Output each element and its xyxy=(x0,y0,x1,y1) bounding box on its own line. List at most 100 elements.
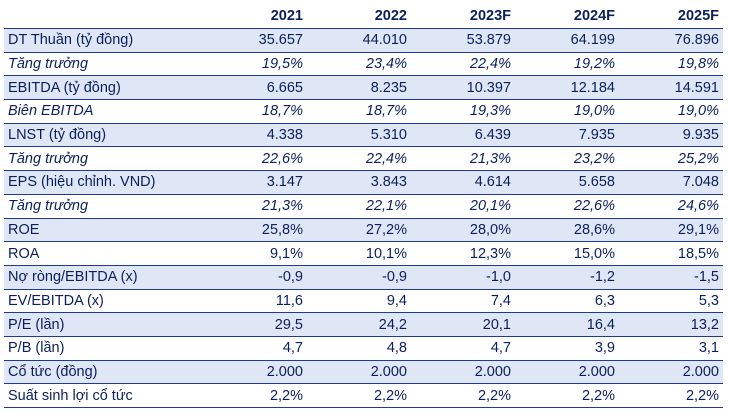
table-row: Tăng trưởng 22,6% 22,4% 21,3% 23,2% 25,2% xyxy=(4,146,723,172)
value-cell: 2.000 xyxy=(307,360,411,385)
value-cell: 7.935 xyxy=(515,123,619,148)
table-row: Nợ ròng/EBITDA (x) -0,9 -0,9 -1,0 -1,2 -1,5 xyxy=(4,265,723,290)
value-cell: 4,7 xyxy=(411,336,515,361)
value-cell: 9.935 xyxy=(619,123,723,148)
value-cell: 15,0% xyxy=(515,241,619,266)
value-cell: 27,2% xyxy=(307,218,411,243)
value-cell: 2,2% xyxy=(229,383,307,408)
value-cell: 21,3% xyxy=(229,194,307,219)
value-cell: 3,1 xyxy=(619,336,723,361)
value-cell: 19,8% xyxy=(619,52,723,77)
row-label: Tăng trưởng xyxy=(4,52,229,77)
value-cell: 2.000 xyxy=(619,360,723,385)
row-label: EPS (hiệu chỉnh. VND) xyxy=(4,170,229,195)
value-cell: 5.310 xyxy=(307,123,411,148)
value-cell: 4,7 xyxy=(229,336,307,361)
value-cell: 25,2% xyxy=(619,146,723,172)
value-cell: 18,7% xyxy=(229,99,307,124)
value-cell: 19,0% xyxy=(515,99,619,124)
value-cell: 4,8 xyxy=(307,336,411,361)
row-label: EV/EBITDA (x) xyxy=(4,289,229,314)
table-row: P/B (lần) 4,7 4,8 4,7 3,9 3,1 xyxy=(4,336,723,361)
value-cell: -1,0 xyxy=(411,265,515,290)
table-row: EPS (hiệu chỉnh. VND) 3.147 3.843 4.614 5.65… xyxy=(4,170,723,195)
value-cell: 10,1% xyxy=(307,241,411,266)
value-cell: -1,5 xyxy=(619,265,723,290)
value-cell: 9,4 xyxy=(307,289,411,314)
value-cell: 3,9 xyxy=(515,336,619,361)
value-cell: 2.000 xyxy=(411,360,515,385)
value-cell: 25,8% xyxy=(229,218,307,243)
value-cell: 16,4 xyxy=(515,312,619,337)
value-cell: 7.048 xyxy=(619,170,723,195)
value-cell: 5.658 xyxy=(515,170,619,195)
row-label: Nợ ròng/EBITDA (x) xyxy=(4,265,229,290)
value-cell: 64.199 xyxy=(515,28,619,53)
value-cell: 8.235 xyxy=(307,75,411,101)
value-cell: 6.439 xyxy=(411,123,515,148)
value-cell: 4.614 xyxy=(411,170,515,195)
row-label: ROE xyxy=(4,218,229,243)
value-cell: 22,4% xyxy=(307,146,411,172)
value-cell: 14.591 xyxy=(619,75,723,101)
value-cell: 22,6% xyxy=(515,194,619,219)
value-cell: -1,2 xyxy=(515,265,619,290)
value-cell: 35.657 xyxy=(229,28,307,53)
financial-forecast-table: 2021 2022 2023F 2024F 2025F DT Thuần (tỷ… xyxy=(4,4,723,408)
value-cell: 29,1% xyxy=(619,218,723,243)
value-cell: 12.184 xyxy=(515,75,619,101)
table-row: Biên EBITDA 18,7% 18,7% 19,3% 19,0% 19,0% xyxy=(4,99,723,124)
table-row: Tăng trưởng 19,5% 23,4% 22,4% 19,2% 19,8% xyxy=(4,52,723,77)
value-cell: 2,2% xyxy=(619,383,723,408)
value-cell: 2,2% xyxy=(411,383,515,408)
value-cell: 28,6% xyxy=(515,218,619,243)
table-row: EBITDA (tỷ đồng) 6.665 8.235 10.397 12.184 14… xyxy=(4,75,723,101)
header-cell-2021: 2021 xyxy=(229,4,307,29)
header-cell-2024f: 2024F xyxy=(515,4,619,29)
value-cell: 6,3 xyxy=(515,289,619,314)
value-cell: 19,2% xyxy=(515,52,619,77)
value-cell: 53.879 xyxy=(411,28,515,53)
header-cell-2023f: 2023F xyxy=(411,4,515,29)
value-cell: 20,1% xyxy=(411,194,515,219)
value-cell: 29,5 xyxy=(229,312,307,337)
row-label: Suất sinh lợi cổ tức xyxy=(4,383,229,408)
value-cell: 76.896 xyxy=(619,28,723,53)
value-cell: 11,6 xyxy=(229,289,307,314)
value-cell: 24,6% xyxy=(619,194,723,219)
value-cell: 19,5% xyxy=(229,52,307,77)
value-cell: 3.843 xyxy=(307,170,411,195)
value-cell: 9,1% xyxy=(229,241,307,266)
row-label: Biên EBITDA xyxy=(4,99,229,124)
row-label: EBITDA (tỷ đồng) xyxy=(4,75,229,101)
row-label: ROA xyxy=(4,241,229,266)
value-cell: 19,3% xyxy=(411,99,515,124)
value-cell: 2,2% xyxy=(515,383,619,408)
value-cell: 22,6% xyxy=(229,146,307,172)
value-cell: 22,1% xyxy=(307,194,411,219)
value-cell: 3.147 xyxy=(229,170,307,195)
value-cell: 23,2% xyxy=(515,146,619,172)
value-cell: 18,5% xyxy=(619,241,723,266)
header-row: 2021 2022 2023F 2024F 2025F xyxy=(4,4,723,29)
row-label: P/B (lần) xyxy=(4,336,229,361)
value-cell: 28,0% xyxy=(411,218,515,243)
table-row: DT Thuần (tỷ đồng) 35.657 44.010 53.879 64.1… xyxy=(4,28,723,53)
value-cell: 6.665 xyxy=(229,75,307,101)
row-label: LNST (tỷ đồng) xyxy=(4,123,229,148)
value-cell: 10.397 xyxy=(411,75,515,101)
value-cell: 19,0% xyxy=(619,99,723,124)
value-cell: 20,1 xyxy=(411,312,515,337)
row-label: Tăng trưởng xyxy=(4,194,229,219)
value-cell: 21,3% xyxy=(411,146,515,172)
value-cell: 4.338 xyxy=(229,123,307,148)
value-cell: -0,9 xyxy=(229,265,307,290)
table-row: ROA 9,1% 10,1% 12,3% 15,0% 18,5% xyxy=(4,241,723,266)
value-cell: 23,4% xyxy=(307,52,411,77)
value-cell: 2.000 xyxy=(229,360,307,385)
value-cell: 7,4 xyxy=(411,289,515,314)
table-row: P/E (lần) 29,5 24,2 20,1 16,4 13,2 xyxy=(4,312,723,337)
table-row: Tăng trưởng 21,3% 22,1% 20,1% 22,6% 24,6% xyxy=(4,194,723,219)
table-row: Cổ tức (đồng) 2.000 2.000 2.000 2.000 2.000 xyxy=(4,360,723,385)
row-label: DT Thuần (tỷ đồng) xyxy=(4,28,229,53)
